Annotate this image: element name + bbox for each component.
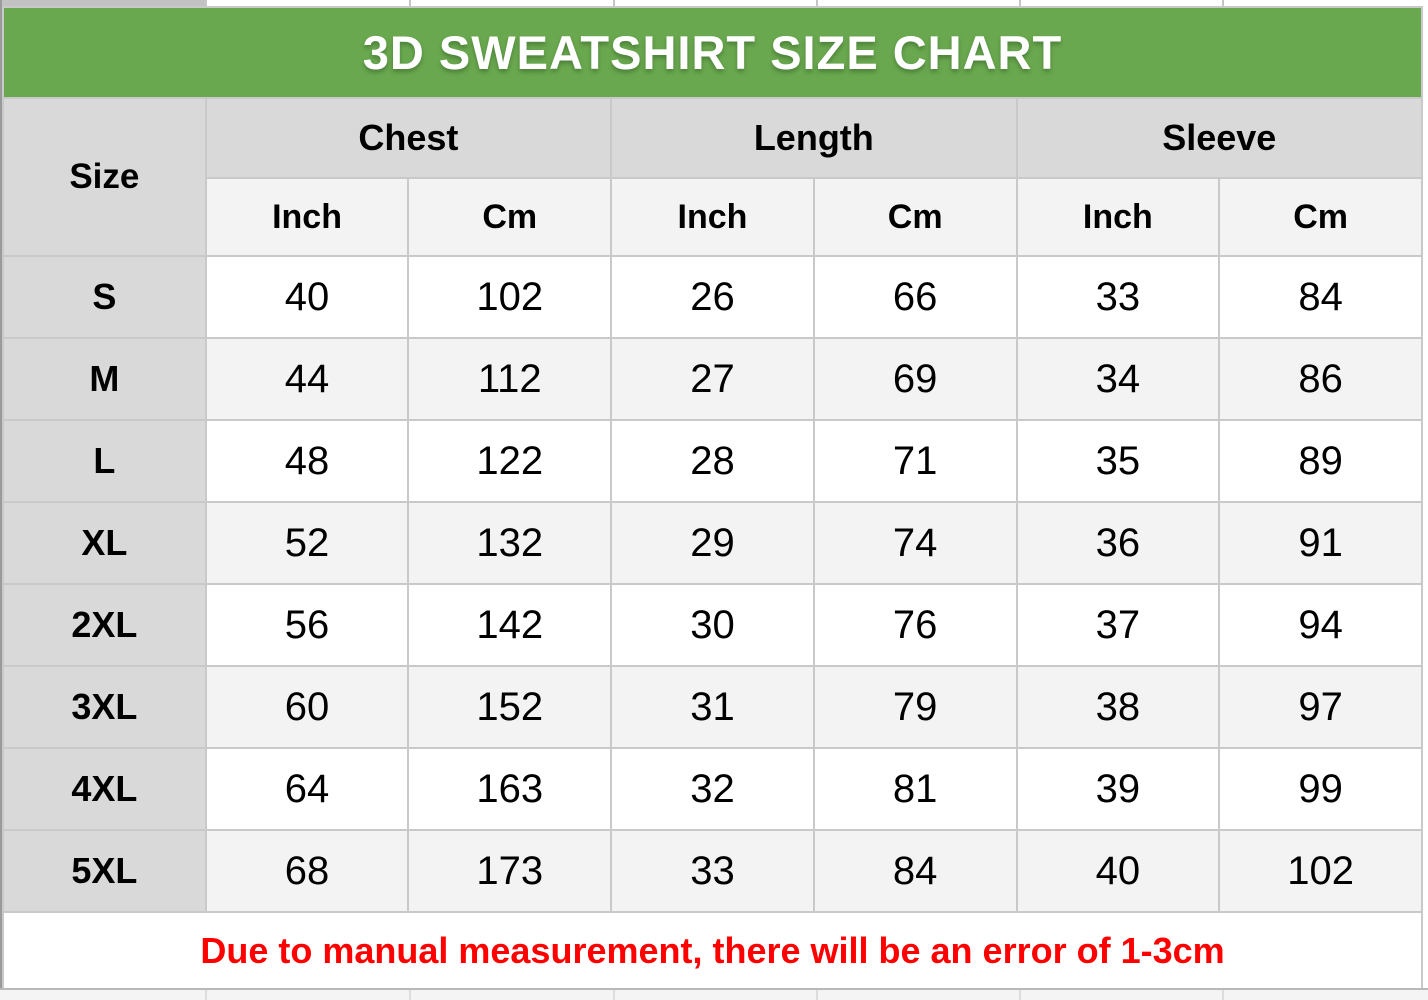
measurement-note: Due to manual measurement, there will be… <box>2 911 1423 991</box>
sleeve-cm-value: 102 <box>1218 829 1423 913</box>
size-label: 3XL <box>2 665 207 749</box>
size-row-3XL: 3XL 60 152 31 79 38 97 <box>2 665 1423 749</box>
size-row-M: M 44 112 27 69 34 86 <box>2 337 1423 421</box>
sheet-gridline <box>613 990 615 1000</box>
size-row-XL: XL 52 132 29 74 36 91 <box>2 501 1423 585</box>
unit-header-row: Inch Cm Inch Cm Inch Cm <box>3 177 1423 257</box>
sleeve-inch-value: 38 <box>1015 665 1221 749</box>
sheet-gridline <box>1222 0 1224 6</box>
column-header-chest-cm: Cm <box>407 177 613 257</box>
column-header-length-cm: Cm <box>812 177 1018 257</box>
length-cm-value: 71 <box>812 419 1018 503</box>
sleeve-cm-value: 89 <box>1218 419 1423 503</box>
chest-cm-value: 122 <box>407 419 613 503</box>
length-inch-value: 27 <box>610 337 815 421</box>
column-group-sleeve: Sleeve <box>1015 97 1424 179</box>
size-chart-table: 3D SWEATSHIRT SIZE CHART Size Chest Leng… <box>2 6 1424 991</box>
length-cm-value: 74 <box>812 501 1018 585</box>
size-row-4XL: 4XL 64 163 32 81 39 99 <box>2 747 1423 831</box>
sleeve-cm-value: 94 <box>1218 583 1423 667</box>
sleeve-inch-value: 39 <box>1015 747 1221 831</box>
sleeve-inch-value: 34 <box>1015 337 1221 421</box>
length-inch-value: 29 <box>610 501 815 585</box>
length-inch-value: 31 <box>610 665 815 749</box>
chest-inch-value: 52 <box>204 501 410 585</box>
size-label: XL <box>2 501 207 585</box>
length-cm-value: 76 <box>812 583 1018 667</box>
column-header-chest-inch: Inch <box>204 177 410 257</box>
size-label: 5XL <box>2 829 207 913</box>
sheet-cell-shadow <box>0 0 205 6</box>
sleeve-inch-value: 35 <box>1015 419 1221 503</box>
sheet-gridline <box>816 990 818 1000</box>
length-inch-value: 32 <box>610 747 815 831</box>
column-header-sleeve-inch: Inch <box>1015 177 1221 257</box>
length-cm-value: 81 <box>812 747 1018 831</box>
chart-title: 3D SWEATSHIRT SIZE CHART <box>2 6 1423 99</box>
length-inch-value: 30 <box>610 583 815 667</box>
sheet-gridline <box>1019 0 1021 6</box>
size-label: M <box>2 337 207 421</box>
sheet-gridline <box>205 0 207 6</box>
length-inch-value: 33 <box>610 829 815 913</box>
sheet-gridline <box>1222 990 1224 1000</box>
sheet-gridline <box>816 0 818 6</box>
chest-cm-value: 112 <box>407 337 613 421</box>
chest-inch-value: 48 <box>204 419 410 503</box>
length-inch-value: 28 <box>610 419 815 503</box>
sheet-edge-left <box>0 0 2 988</box>
sleeve-cm-value: 91 <box>1218 501 1423 585</box>
note-row: Due to manual measurement, there will be… <box>2 911 1423 991</box>
sheet-gridline <box>409 990 411 1000</box>
chest-inch-value: 56 <box>204 583 410 667</box>
sheet-edge-top <box>0 0 1428 6</box>
column-group-chest: Chest <box>204 97 613 179</box>
column-group-length: Length <box>610 97 1018 179</box>
size-row-L: L 48 122 28 71 35 89 <box>2 419 1423 503</box>
size-table-body: S 40 102 26 66 33 84 M 44 112 27 69 34 86 L 48 122 28 71 35… <box>2 255 1423 913</box>
sheet-gridline <box>613 0 615 6</box>
size-label: 2XL <box>2 583 207 667</box>
size-row-S: S 40 102 26 66 33 84 <box>2 255 1423 339</box>
chest-cm-value: 132 <box>407 501 613 585</box>
length-cm-value: 84 <box>812 829 1018 913</box>
size-row-2XL: 2XL 56 142 30 76 37 94 <box>2 583 1423 667</box>
sleeve-cm-value: 86 <box>1218 337 1423 421</box>
chest-inch-value: 60 <box>204 665 410 749</box>
length-cm-value: 69 <box>812 337 1018 421</box>
length-inch-value: 26 <box>610 255 815 339</box>
column-header-sleeve-cm: Cm <box>1218 177 1423 257</box>
size-label: L <box>2 419 207 503</box>
column-header-size: Size <box>2 97 207 257</box>
chest-cm-value: 173 <box>407 829 613 913</box>
sheet-gridline <box>1019 990 1021 1000</box>
title-row: 3D SWEATSHIRT SIZE CHART <box>2 6 1423 99</box>
chest-inch-value: 64 <box>204 747 410 831</box>
sleeve-cm-value: 84 <box>1218 255 1423 339</box>
chest-cm-value: 163 <box>407 747 613 831</box>
chest-cm-value: 102 <box>407 255 613 339</box>
length-cm-value: 79 <box>812 665 1018 749</box>
group-header-row: Size Chest Length Sleeve <box>2 97 1424 257</box>
size-label: 4XL <box>2 747 207 831</box>
sleeve-inch-value: 40 <box>1015 829 1221 913</box>
chest-inch-value: 68 <box>204 829 410 913</box>
sleeve-inch-value: 37 <box>1015 583 1221 667</box>
sleeve-cm-value: 97 <box>1218 665 1423 749</box>
sleeve-inch-value: 33 <box>1015 255 1221 339</box>
sheet-gridline <box>409 0 411 6</box>
chest-cm-value: 152 <box>407 665 613 749</box>
sleeve-inch-value: 36 <box>1015 501 1221 585</box>
length-cm-value: 66 <box>812 255 1018 339</box>
chest-inch-value: 40 <box>204 255 410 339</box>
size-label: S <box>2 255 207 339</box>
sheet-gridline <box>205 990 207 1000</box>
column-header-length-inch: Inch <box>610 177 815 257</box>
size-row-5XL: 5XL 68 173 33 84 40 102 <box>2 829 1423 913</box>
sheet-edge-bottom <box>0 988 1428 1000</box>
sleeve-cm-value: 99 <box>1218 747 1423 831</box>
chest-cm-value: 142 <box>407 583 613 667</box>
chest-inch-value: 44 <box>204 337 410 421</box>
